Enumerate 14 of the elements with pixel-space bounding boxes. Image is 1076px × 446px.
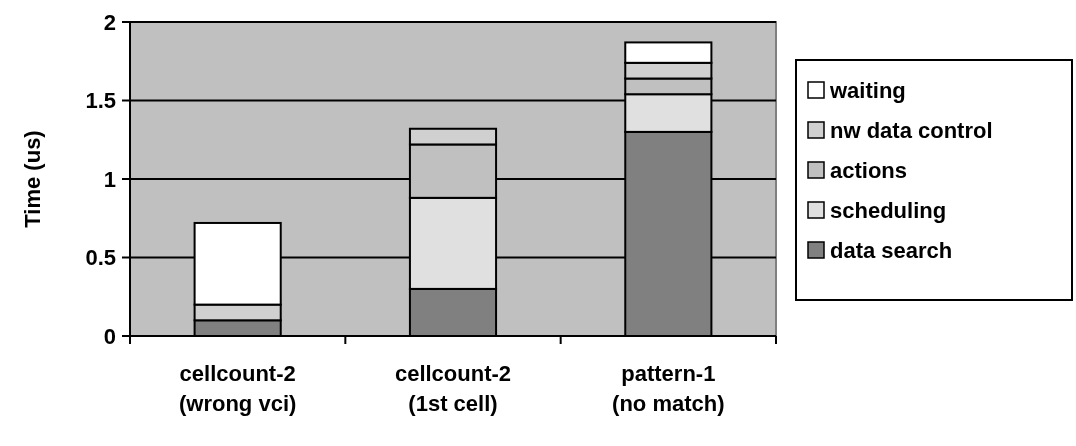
legend-label: waiting (829, 77, 906, 103)
x-tick-label: cellcount-2 (wrong vci) (178, 361, 297, 416)
y-tick-label: 2 (103, 9, 116, 35)
y-tick-label: 1.5 (85, 88, 116, 114)
legend-label: actions (830, 157, 908, 183)
y-axis-title: Time (us) (20, 130, 45, 228)
y-tick-label: 0 (103, 323, 116, 349)
legend-label: scheduling (830, 197, 947, 223)
y-tick-label: 0.5 (85, 245, 116, 271)
legend-label: nw data control (830, 117, 993, 143)
y-tick-label: 1 (103, 166, 116, 192)
x-tick-label: pattern-1 (no match) (612, 361, 725, 416)
legend-label: data search (830, 237, 953, 263)
x-tick-label: cellcount-2 (1st cell) (394, 361, 512, 416)
